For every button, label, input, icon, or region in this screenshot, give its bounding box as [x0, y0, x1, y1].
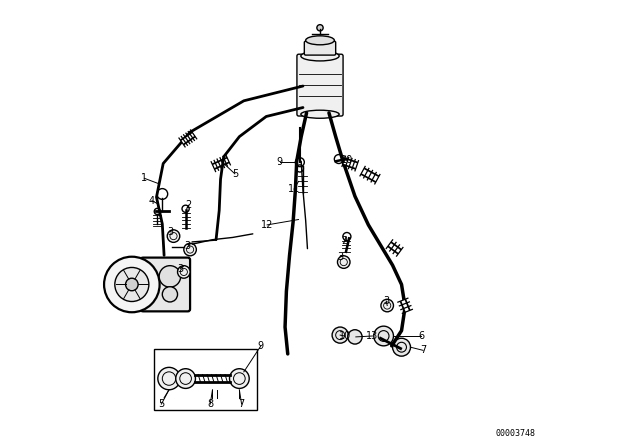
- Circle shape: [230, 369, 249, 388]
- Text: 4: 4: [149, 196, 155, 206]
- Text: 5: 5: [232, 169, 238, 179]
- Bar: [154, 349, 257, 410]
- Circle shape: [184, 243, 196, 256]
- Circle shape: [343, 233, 351, 241]
- FancyBboxPatch shape: [305, 41, 335, 55]
- Text: 11: 11: [288, 184, 300, 194]
- Circle shape: [374, 326, 394, 346]
- Text: 2: 2: [342, 236, 348, 246]
- Circle shape: [337, 256, 350, 268]
- Circle shape: [163, 287, 177, 302]
- Text: 5: 5: [158, 399, 164, 409]
- Text: 3: 3: [383, 296, 389, 306]
- Text: 9: 9: [258, 341, 264, 351]
- Circle shape: [157, 189, 168, 199]
- Circle shape: [177, 266, 190, 278]
- Circle shape: [332, 327, 348, 343]
- Circle shape: [158, 367, 180, 390]
- Text: 2: 2: [186, 200, 192, 210]
- Circle shape: [125, 278, 138, 291]
- Circle shape: [334, 155, 343, 164]
- Ellipse shape: [301, 51, 339, 61]
- Text: 10: 10: [340, 155, 353, 165]
- Ellipse shape: [306, 36, 334, 45]
- Text: 7: 7: [420, 345, 426, 355]
- Circle shape: [182, 205, 189, 212]
- Text: 3: 3: [337, 252, 343, 262]
- Text: 00003748: 00003748: [495, 429, 535, 438]
- Circle shape: [154, 208, 161, 215]
- Circle shape: [115, 267, 149, 302]
- FancyBboxPatch shape: [141, 258, 190, 311]
- Circle shape: [381, 299, 394, 312]
- Text: 12: 12: [261, 220, 273, 230]
- Text: 1: 1: [141, 173, 147, 183]
- Text: 7: 7: [239, 399, 244, 409]
- Text: 6: 6: [418, 331, 424, 341]
- Ellipse shape: [301, 110, 339, 118]
- Text: 13: 13: [366, 331, 378, 341]
- Circle shape: [104, 257, 159, 312]
- Text: 9: 9: [276, 157, 283, 167]
- Text: 3: 3: [177, 264, 183, 274]
- Circle shape: [176, 369, 195, 388]
- Text: 3: 3: [185, 241, 191, 251]
- Text: 8: 8: [207, 399, 213, 409]
- Circle shape: [348, 330, 362, 344]
- Circle shape: [317, 25, 323, 31]
- Circle shape: [296, 158, 305, 167]
- Text: 3: 3: [167, 227, 173, 237]
- Circle shape: [167, 230, 180, 242]
- FancyBboxPatch shape: [297, 54, 343, 116]
- Circle shape: [392, 338, 410, 356]
- Text: 10: 10: [339, 331, 351, 341]
- Circle shape: [159, 266, 180, 287]
